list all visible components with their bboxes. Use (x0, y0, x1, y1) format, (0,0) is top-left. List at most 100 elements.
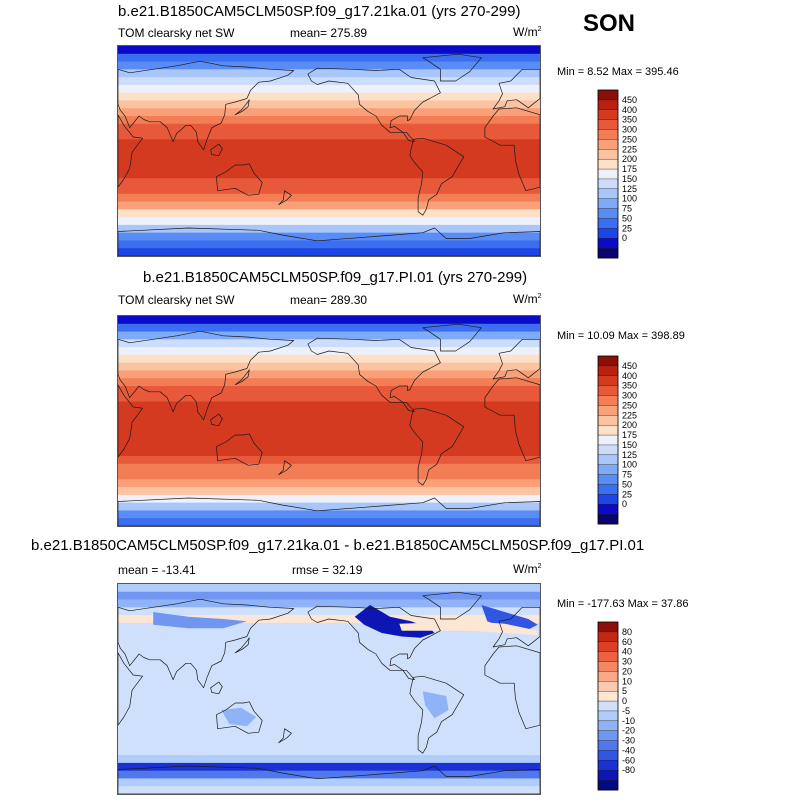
colorbar-swatch (597, 750, 619, 761)
colorbar-level-label: 400 (622, 105, 637, 115)
latitude-band (118, 162, 540, 172)
coastline-greenland (422, 323, 482, 352)
colorbar-level-label: 50 (622, 480, 632, 490)
latitude-band (118, 116, 540, 125)
panel-1-variable-label: TOM clearsky net SW (118, 26, 235, 40)
latitude-band (118, 139, 540, 148)
coastline-europe (492, 606, 540, 648)
latitude-band (118, 240, 540, 249)
colorbar-swatch (597, 355, 619, 367)
colorbar-swatch (597, 395, 619, 406)
colorbar-level-label: 100 (622, 194, 637, 204)
colorbar-level-label: -10 (622, 716, 635, 726)
latitude-band (118, 339, 540, 348)
panel-1-mean-label: mean= 275.89 (290, 26, 368, 40)
coastline-greenland (422, 591, 482, 620)
coastline-eurasia (118, 598, 295, 689)
coastline-antarctica (118, 765, 540, 794)
latitude-band (118, 630, 540, 640)
latitude-band (118, 646, 540, 655)
panel-3-map (117, 583, 541, 795)
coastline-namerica (307, 67, 441, 143)
warm-band-anomaly (399, 621, 538, 636)
colorbar-level-label: 0 (622, 499, 627, 509)
latitude-band (118, 724, 540, 733)
latitude-band (118, 92, 540, 102)
latitude-band (118, 178, 540, 187)
colorbar-level-label: 125 (622, 450, 637, 460)
colorbar-level-label: 25 (622, 223, 632, 233)
panel-3-rmse-label: rmse = 32.19 (292, 563, 363, 577)
coastline-eurasia (118, 330, 295, 421)
colorbar-swatch (597, 710, 619, 722)
latitude-band (118, 731, 540, 741)
colorbar-swatch (597, 109, 619, 121)
colorbar-level-label: 5 (622, 686, 627, 696)
latitude-band (118, 432, 540, 442)
colorbar-swatch (597, 444, 619, 456)
colorbar-swatch (597, 621, 619, 633)
colorbar-swatch (597, 208, 619, 219)
latitude-band (118, 46, 540, 55)
latitude-band (118, 131, 540, 140)
latitude-band (118, 622, 540, 632)
latitude-band (118, 471, 540, 480)
colorbar-swatch (597, 139, 619, 150)
colorbar-level-label: 80 (622, 627, 632, 637)
latitude-band (118, 224, 540, 234)
colorbar-swatch (597, 228, 619, 239)
latitude-band (118, 362, 540, 372)
latitude-band (118, 53, 540, 63)
latitude-band (118, 739, 540, 748)
colorbar-swatch (597, 365, 619, 377)
panel-2-colorbar: 450 400 350 300 250 225 200 175 150 125 100 75 50 25 0 (597, 355, 637, 525)
coastline-samerica (409, 407, 465, 486)
latitude-band (118, 463, 540, 473)
coastline-europe (492, 68, 540, 110)
coastline-africa_w (484, 645, 540, 730)
colorbar-swatch (597, 168, 619, 180)
colorbar-level-label: 450 (622, 361, 637, 371)
latitude-band (118, 762, 540, 772)
latitude-band (118, 440, 540, 449)
coastline-japan (234, 369, 250, 386)
coastline-samerica (409, 675, 465, 754)
panel-1-map (117, 45, 541, 257)
colorbar-level-label: 300 (622, 391, 637, 401)
colorbar-swatch (597, 238, 619, 249)
panel-2-map-svg (118, 316, 540, 526)
coastline-nz (278, 728, 292, 744)
latitude-band (118, 692, 540, 702)
panel-3-units-label: W/m2 (513, 562, 542, 576)
coastline-europe (492, 338, 540, 380)
panel-2-mean-label: mean= 289.30 (290, 293, 368, 307)
latitude-band (118, 409, 540, 418)
latitude-band (118, 417, 540, 426)
latitude-band (118, 494, 540, 504)
colorbar-swatch (597, 119, 619, 131)
latitude-band (118, 448, 540, 457)
coastline-africa_w (484, 377, 540, 462)
coastline-borneo (210, 681, 223, 695)
latitude-band (118, 186, 540, 195)
colorbar-swatch (597, 484, 619, 495)
colorbar-swatch (597, 178, 619, 190)
latitude-band (118, 386, 540, 395)
panel-3-title: b.e21.B1850CAM5CLM50SP.f09_g17.21ka.01 -… (31, 537, 645, 554)
latitude-band (118, 487, 540, 496)
coastline-africa_w (484, 107, 540, 192)
latitude-band (118, 147, 540, 156)
latitude-band (118, 638, 540, 647)
latitude-band (118, 69, 540, 78)
coastline-africa (118, 384, 143, 458)
panel-2-minmax: Min = 10.09 Max = 398.89 (557, 330, 685, 342)
colorbar-swatch (597, 513, 619, 525)
coastline-australia (216, 433, 263, 466)
colorbar-swatch (597, 770, 619, 781)
colorbar-swatch (597, 730, 619, 742)
latitude-band (118, 123, 540, 133)
colorbar-level-label: 450 (622, 95, 637, 105)
colorbar-level-label: 30 (622, 657, 632, 667)
panel-3-colorbar: 80 60 40 30 20 10 5 0 -5 -10 -20 -30 -40 -60 -80 (597, 621, 635, 791)
colorbar-level-label: 350 (622, 381, 637, 391)
